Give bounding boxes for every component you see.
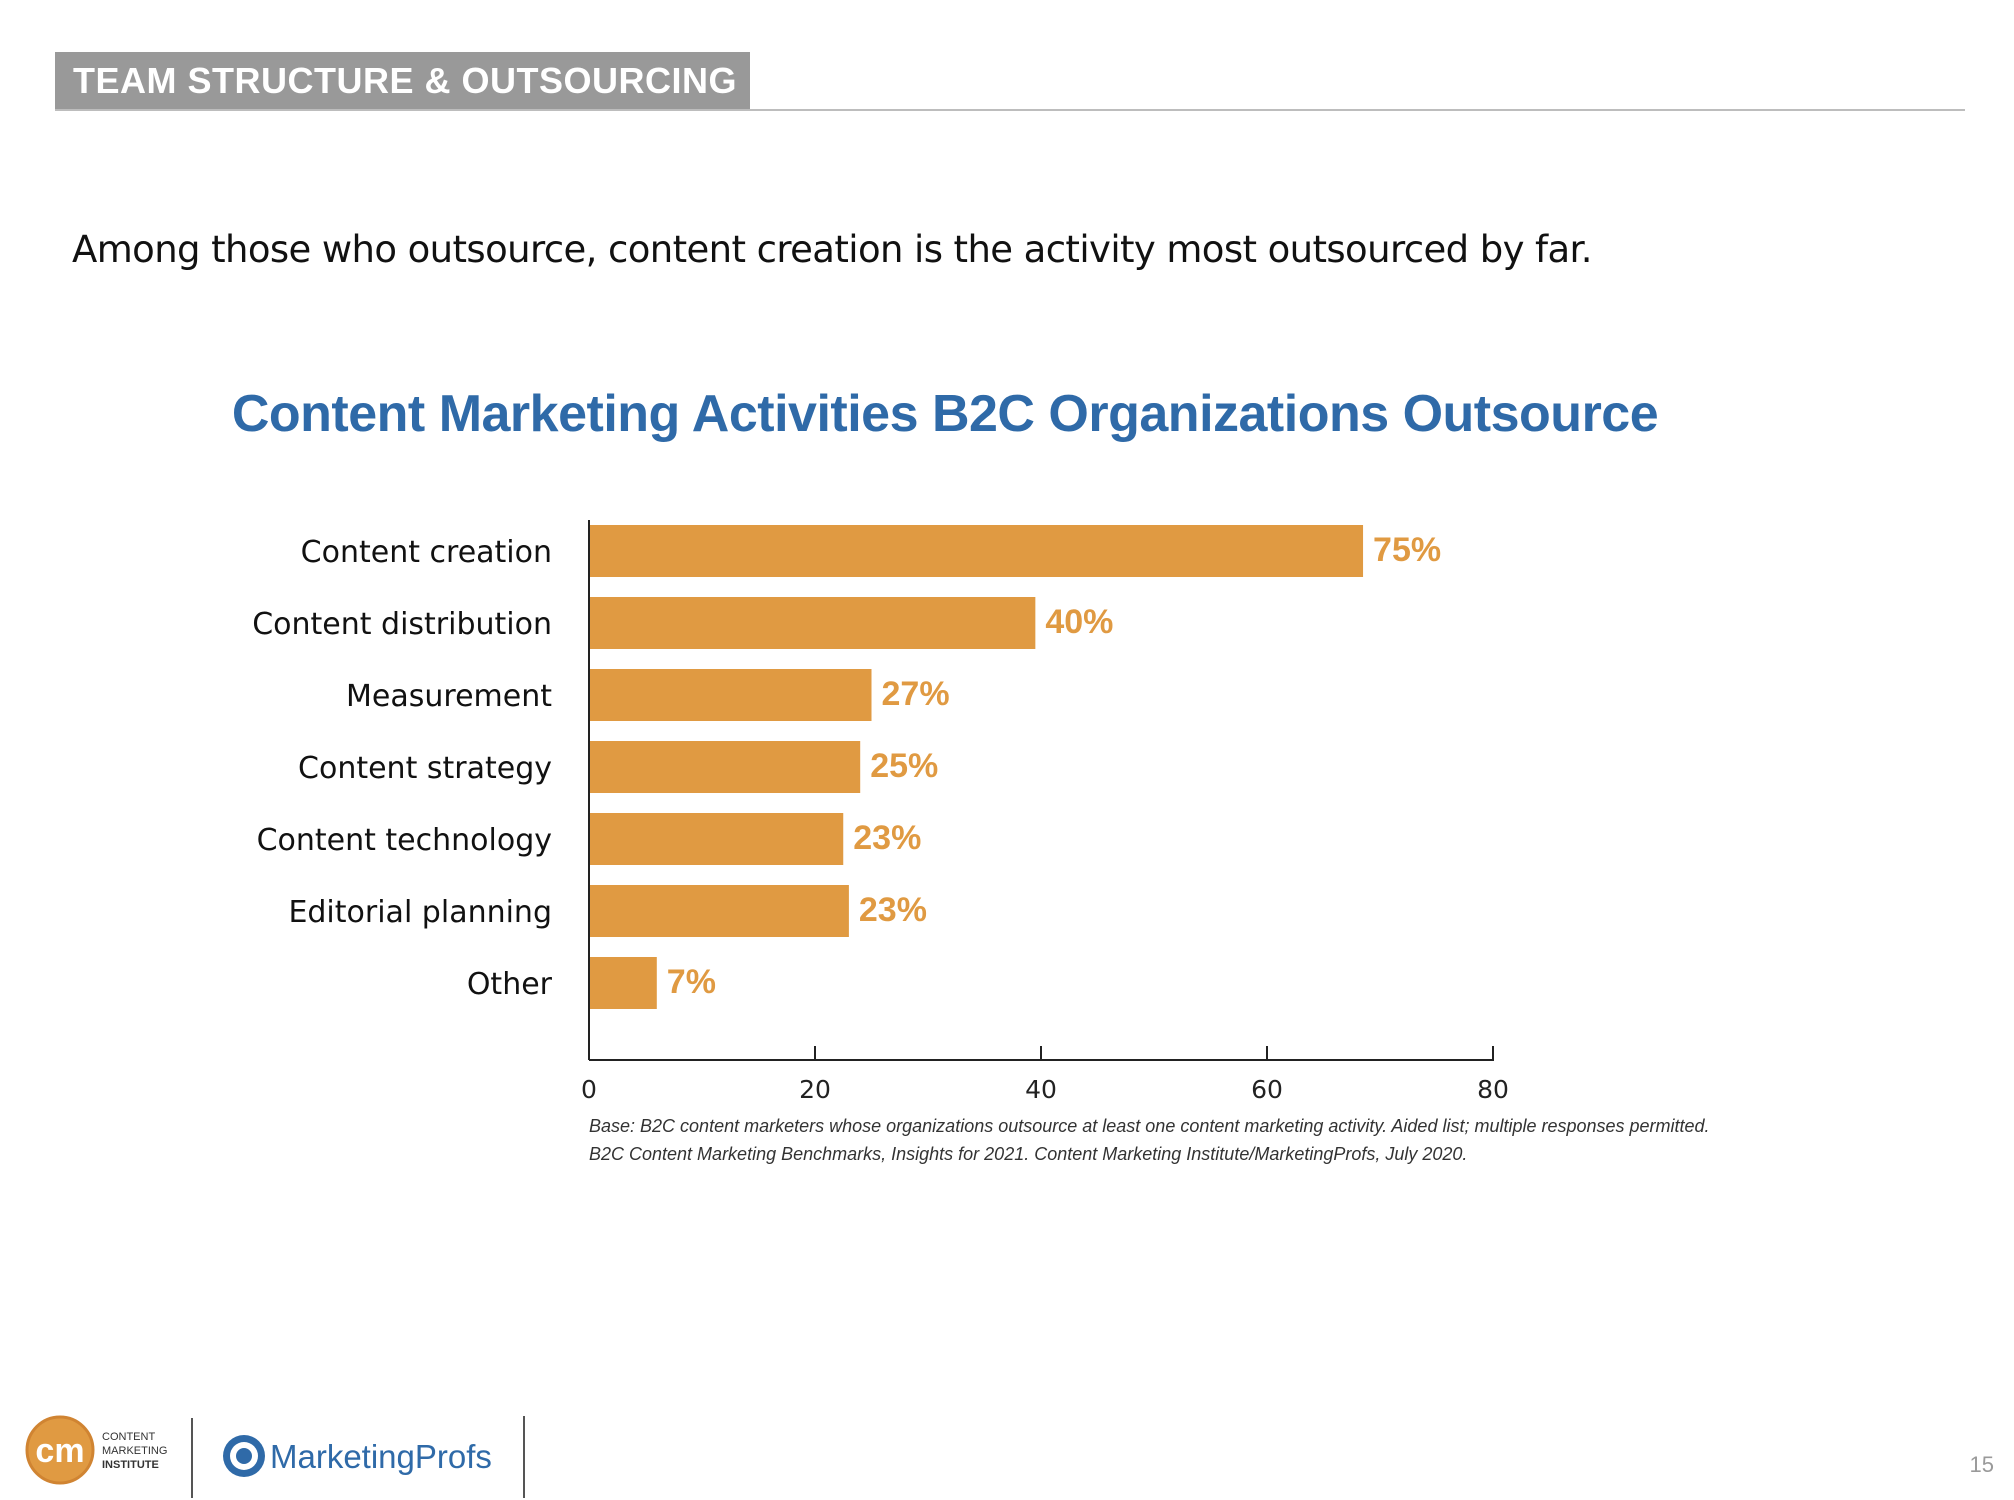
bar <box>589 957 657 1009</box>
x-tick-label: 0 <box>581 1075 597 1104</box>
bar <box>589 597 1036 649</box>
cmi-logo-line3: INSTITUTE <box>102 1459 159 1471</box>
marketingprofs-logo: MarketingProfs <box>223 1435 492 1477</box>
category-label: Content strategy <box>298 751 552 786</box>
x-tick-label: 40 <box>1025 1075 1057 1104</box>
section-divider <box>55 109 1965 111</box>
x-tick-label: 20 <box>799 1075 831 1104</box>
section-title: TEAM STRUCTURE & OUTSOURCING <box>55 52 750 110</box>
bar <box>589 669 872 721</box>
x-tick-label: 80 <box>1477 1075 1509 1104</box>
bar <box>589 741 861 793</box>
cmi-logo-line1: CONTENT <box>102 1431 155 1443</box>
data-label: 7% <box>667 963 716 1001</box>
data-label: 75% <box>1373 531 1441 569</box>
category-label: Other <box>467 967 553 1002</box>
data-label: 27% <box>882 675 950 713</box>
data-label: 40% <box>1045 603 1113 641</box>
bar <box>589 813 844 865</box>
marketingprofs-logo-text: MarketingProfs <box>270 1438 492 1475</box>
data-label: 23% <box>859 891 927 929</box>
category-label: Content distribution <box>252 607 552 642</box>
cmi-logo-mark: cm <box>35 1432 84 1470</box>
category-label: Measurement <box>346 679 552 714</box>
category-label: Content creation <box>301 535 552 570</box>
data-label: 23% <box>853 819 921 857</box>
page-subtitle: Among those who outsource, content creat… <box>72 228 1593 271</box>
chart-title: Content Marketing Activities B2C Organiz… <box>231 385 1659 443</box>
category-label: Content technology <box>257 823 552 858</box>
page-number: 15 <box>1969 1452 1994 1477</box>
footer-logos: cm CONTENT MARKETING INSTITUTE Marketing… <box>25 1415 525 1498</box>
cmi-logo-icon <box>25 1415 95 1485</box>
category-label: Editorial planning <box>288 895 552 930</box>
data-label: 25% <box>870 747 938 785</box>
cmi-logo-line2: MARKETING <box>102 1445 167 1457</box>
source-note: B2C Content Marketing Benchmarks, Insigh… <box>589 1144 1468 1164</box>
chart-notes: Base: B2C content marketers whose organi… <box>589 1112 1710 1168</box>
cmi-logo: cm CONTENT MARKETING INSTITUTE <box>25 1415 167 1485</box>
x-tick-label: 60 <box>1251 1075 1283 1104</box>
bar <box>589 885 849 937</box>
base-note: Base: B2C content marketers whose organi… <box>589 1116 1710 1136</box>
bar <box>589 525 1364 577</box>
